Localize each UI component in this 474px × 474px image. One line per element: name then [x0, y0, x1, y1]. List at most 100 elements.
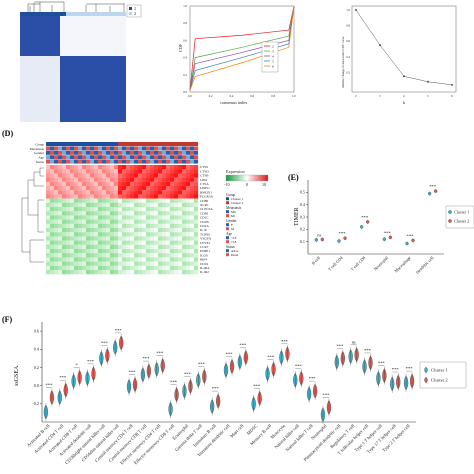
heat-cell	[130, 249, 135, 254]
heat-cell	[90, 253, 95, 258]
heat-cell	[82, 207, 87, 212]
heat-cell	[190, 261, 195, 266]
heat-annotation-cell	[154, 150, 159, 155]
heat-annotation-cell	[90, 155, 95, 160]
delta-ytick: 0.8	[346, 24, 350, 28]
heat-cell	[86, 270, 91, 275]
heat-cell	[78, 173, 83, 178]
heat-cell	[138, 186, 143, 191]
heat-cell	[50, 261, 55, 266]
heat-cell	[142, 244, 147, 250]
heat-annotation-cell	[190, 159, 195, 164]
heat-cell	[74, 219, 79, 224]
heat-cell	[62, 261, 67, 266]
heat-cell	[154, 194, 159, 199]
heat-annotation-cell	[94, 159, 99, 164]
timer-legend-marker	[448, 219, 452, 223]
heat-cell	[190, 270, 195, 275]
heat-cell	[122, 249, 127, 254]
heat-cell	[50, 194, 55, 199]
cdf-ytick: 0.6	[183, 38, 187, 42]
heat-cell	[146, 240, 151, 245]
heat-cell	[66, 240, 71, 245]
heat-annotation-cell	[102, 159, 107, 164]
heat-annotation-label: Age	[38, 156, 44, 160]
heat-cell	[150, 240, 155, 245]
heat-cell	[138, 194, 143, 199]
heat-cell	[182, 219, 187, 224]
heat-cell	[98, 219, 103, 224]
heat-cell	[78, 257, 83, 262]
heat-annotation-cell	[146, 150, 151, 155]
cdf-xtick: 0.2	[209, 94, 213, 98]
delta-polyline	[355, 9, 453, 86]
heat-annotation-cell	[46, 155, 51, 160]
heat-cell	[174, 249, 179, 254]
heat-cell	[102, 186, 107, 191]
timer-legend-label: Cluster 1	[454, 210, 469, 215]
ssgsea-significance: ***	[309, 376, 317, 381]
heat-cell	[114, 257, 119, 262]
heat-cell	[174, 181, 179, 187]
heat-gene-label: IL2RA	[200, 266, 210, 270]
ssgsea-significance: ***	[281, 339, 289, 344]
heat-annotation-cell	[50, 150, 55, 155]
heat-annotation-cell	[162, 150, 167, 155]
heat-cell	[182, 270, 187, 275]
heat-cell	[142, 228, 147, 233]
heat-annotation-cell	[138, 155, 143, 160]
heat-annotation-cell	[166, 150, 171, 155]
heat-cell	[98, 211, 103, 216]
heat-gene-label: LYVE1	[200, 241, 211, 245]
heat-cell	[146, 202, 151, 208]
heat-cell	[118, 240, 123, 245]
heat-cell	[70, 240, 75, 245]
consensus-dendrogram	[27, 1, 125, 12]
ssgsea-significance: ***	[184, 372, 192, 377]
heat-cell	[162, 186, 167, 191]
heat-legend-title: Metastasis	[226, 206, 242, 210]
heat-cell	[78, 228, 83, 233]
heat-cell	[138, 249, 143, 254]
heat-cell	[54, 270, 59, 275]
heat-cell	[194, 194, 199, 199]
heat-cell	[110, 181, 115, 187]
heat-annotation-cell	[46, 146, 51, 151]
heat-annotation-cell	[118, 159, 123, 164]
heat-cell	[46, 219, 51, 224]
heat-cell	[170, 215, 175, 220]
heat-cell	[118, 215, 123, 220]
heat-cell	[118, 198, 123, 203]
heat-cell	[162, 261, 167, 266]
ssgsea-legend-marker	[424, 366, 428, 374]
heat-cell	[154, 186, 159, 191]
heat-cell	[150, 186, 155, 191]
heat-cell	[86, 219, 91, 224]
heat-cell	[46, 211, 51, 216]
heat-cell	[66, 198, 71, 203]
heat-cell	[146, 257, 151, 262]
heat-annotation-cell	[46, 150, 51, 155]
heat-cell	[134, 261, 139, 266]
heat-cell	[182, 236, 187, 241]
heat-cell	[122, 261, 127, 266]
expression-legend-tick-low: -10	[224, 182, 230, 187]
cdf-legend-label: 5	[272, 60, 274, 64]
heat-annotation-cell	[166, 146, 171, 151]
heat-cell	[78, 181, 83, 187]
heat-cell	[170, 198, 175, 203]
heat-cell	[102, 257, 107, 262]
heat-cell	[146, 198, 151, 203]
heat-cell	[118, 181, 123, 187]
heat-annotation-cell	[82, 142, 87, 146]
heat-cell	[170, 240, 175, 245]
heat-cell	[82, 194, 87, 199]
heat-cell	[170, 194, 175, 199]
heat-cell	[106, 249, 111, 254]
heat-cell	[130, 198, 135, 203]
heat-annotation-cell	[82, 155, 87, 160]
heat-legend-swatch	[226, 227, 229, 231]
heat-cell	[190, 223, 195, 229]
heat-cell	[162, 165, 167, 170]
heat-cell	[86, 165, 91, 170]
